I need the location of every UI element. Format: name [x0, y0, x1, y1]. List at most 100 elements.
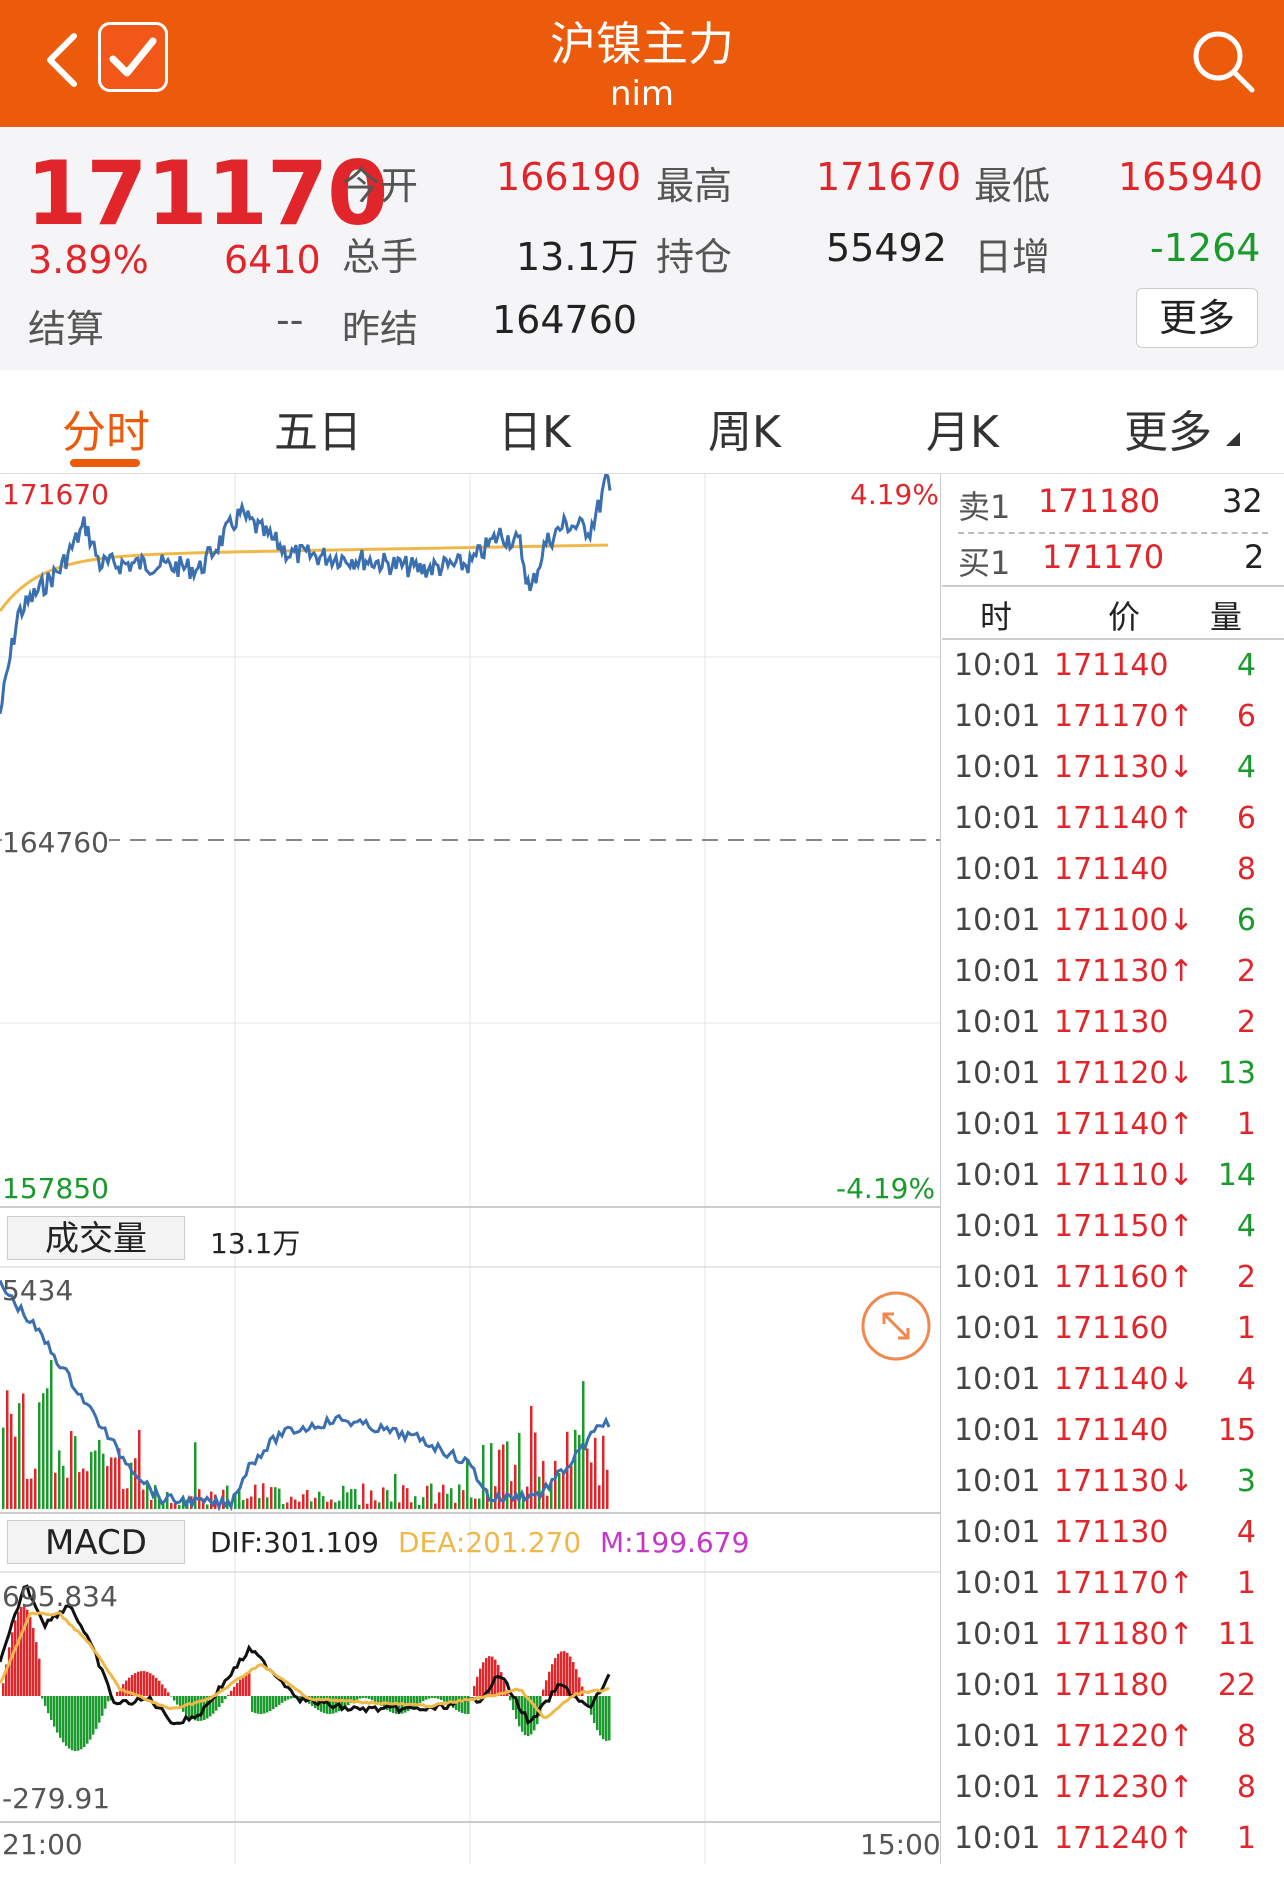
low-value: 165940 — [1118, 155, 1264, 199]
volume-bar — [226, 1485, 229, 1509]
trade-volume: 22 — [1217, 1668, 1256, 1703]
macd-bar — [68, 1696, 71, 1749]
volume-bar — [606, 1469, 609, 1509]
trade-volume: 1 — [1236, 1107, 1256, 1142]
macd-dif-line — [0, 1584, 611, 1726]
macd-bar — [512, 1696, 515, 1710]
oi-value: 55492 — [826, 226, 947, 270]
macd-bar — [146, 1671, 149, 1696]
macd-bar — [263, 1696, 266, 1714]
macd-bar — [137, 1671, 140, 1696]
macd-bar — [275, 1696, 278, 1708]
volume-bar — [122, 1489, 125, 1509]
volume-label[interactable]: 成交量 — [7, 1216, 185, 1260]
volume-bar — [26, 1479, 29, 1509]
macd-bar — [71, 1696, 74, 1751]
volume-bar — [182, 1499, 185, 1509]
macd-bar — [224, 1696, 227, 1699]
tab-weekly-k[interactable]: 周K — [708, 407, 781, 458]
macd-bar — [167, 1692, 170, 1696]
macd-bar — [161, 1684, 164, 1696]
check-icon[interactable] — [98, 22, 168, 92]
volume-bar — [154, 1485, 157, 1509]
sell1-volume: 32 — [1222, 482, 1263, 520]
macd-bar — [92, 1696, 95, 1735]
macd-bar — [467, 1696, 470, 1714]
volume-bar — [410, 1502, 413, 1509]
macd-dif-value: DIF:301.109 — [210, 1526, 379, 1559]
quote-more-button[interactable]: 更多 — [1136, 288, 1258, 348]
volume-bar — [402, 1485, 405, 1509]
volume-bar — [430, 1483, 433, 1509]
tab-more[interactable]: 更多 — [1124, 407, 1212, 458]
macd-bar — [65, 1696, 68, 1746]
macd-bar — [254, 1696, 257, 1714]
macd-bar — [554, 1658, 557, 1696]
search-icon[interactable] — [1190, 28, 1256, 94]
macd-bar — [434, 1696, 437, 1699]
volume-bar — [130, 1462, 133, 1509]
trade-price: 171160 — [1054, 1311, 1169, 1346]
macd-bar — [227, 1694, 230, 1696]
macd-label[interactable]: MACD — [7, 1520, 185, 1564]
tab-daily-k[interactable]: 日K — [498, 407, 571, 458]
macd-bar — [440, 1696, 443, 1700]
macd-bar — [134, 1673, 137, 1696]
volume-bar — [502, 1444, 505, 1509]
volume-bar — [166, 1492, 169, 1509]
expand-icon[interactable] — [860, 1290, 932, 1362]
volume-bar — [490, 1443, 493, 1509]
macd-bar — [497, 1664, 500, 1696]
tab-intraday[interactable]: 分时 — [62, 407, 150, 458]
macd-bar — [605, 1696, 608, 1741]
trade-time: 10:01 — [954, 1464, 1041, 1499]
macd-bar — [95, 1696, 98, 1729]
back-icon[interactable] — [42, 30, 82, 90]
macd-bar — [380, 1696, 383, 1706]
volume-bar — [34, 1468, 37, 1509]
volume-bar — [194, 1442, 197, 1509]
macd-bar — [602, 1696, 605, 1740]
open-label: 今开 — [342, 164, 419, 208]
trade-row: 10:01 171140 15 — [954, 1413, 1270, 1463]
macd-bar — [188, 1696, 191, 1718]
tab-monthly-k[interactable]: 月K — [926, 407, 999, 458]
volume-bar — [54, 1472, 57, 1509]
trade-price: 171150↑ — [1054, 1209, 1194, 1244]
volume-bar — [22, 1393, 25, 1509]
macd-bar — [182, 1696, 185, 1712]
macd-bar — [131, 1675, 134, 1696]
trade-time: 10:01 — [954, 1005, 1041, 1040]
macd-bar — [488, 1656, 491, 1696]
macd-bar — [479, 1668, 482, 1696]
time-axis-end: 15:00 — [860, 1828, 941, 1861]
macd-bar — [260, 1696, 263, 1714]
intraday-chart[interactable] — [0, 474, 940, 1864]
trade-time: 10:01 — [954, 1515, 1041, 1550]
macd-m-value: M:199.679 — [600, 1526, 750, 1559]
volume-bar — [58, 1450, 61, 1509]
volume-bar — [30, 1478, 33, 1509]
tab-divider — [0, 473, 1284, 474]
macd-bar — [104, 1696, 107, 1709]
trade-time: 10:01 — [954, 1566, 1041, 1601]
macd-bar — [374, 1696, 377, 1702]
macd-bar — [128, 1677, 131, 1696]
tab-five-day[interactable]: 五日 — [274, 407, 362, 458]
change-pct: 3.89% — [28, 238, 149, 282]
macd-top-label: 695.834 — [2, 1580, 118, 1613]
volume-bar — [238, 1488, 241, 1509]
trade-volume: 6 — [1236, 699, 1256, 734]
macd-bar — [173, 1696, 176, 1701]
macd-bottom-label: -279.91 — [2, 1782, 111, 1815]
trade-price: 171130↓ — [1054, 1464, 1194, 1499]
volume-bar — [514, 1464, 517, 1509]
trade-volume: 6 — [1236, 903, 1256, 938]
macd-bar — [26, 1609, 29, 1696]
trade-row: 10:01 171110↓ 14 — [954, 1158, 1270, 1208]
time-axis-start: 21:00 — [2, 1828, 83, 1861]
volume-bar — [302, 1494, 305, 1509]
volume-bar — [350, 1489, 353, 1509]
macd-bar — [485, 1658, 488, 1696]
volume-bar — [6, 1390, 9, 1509]
